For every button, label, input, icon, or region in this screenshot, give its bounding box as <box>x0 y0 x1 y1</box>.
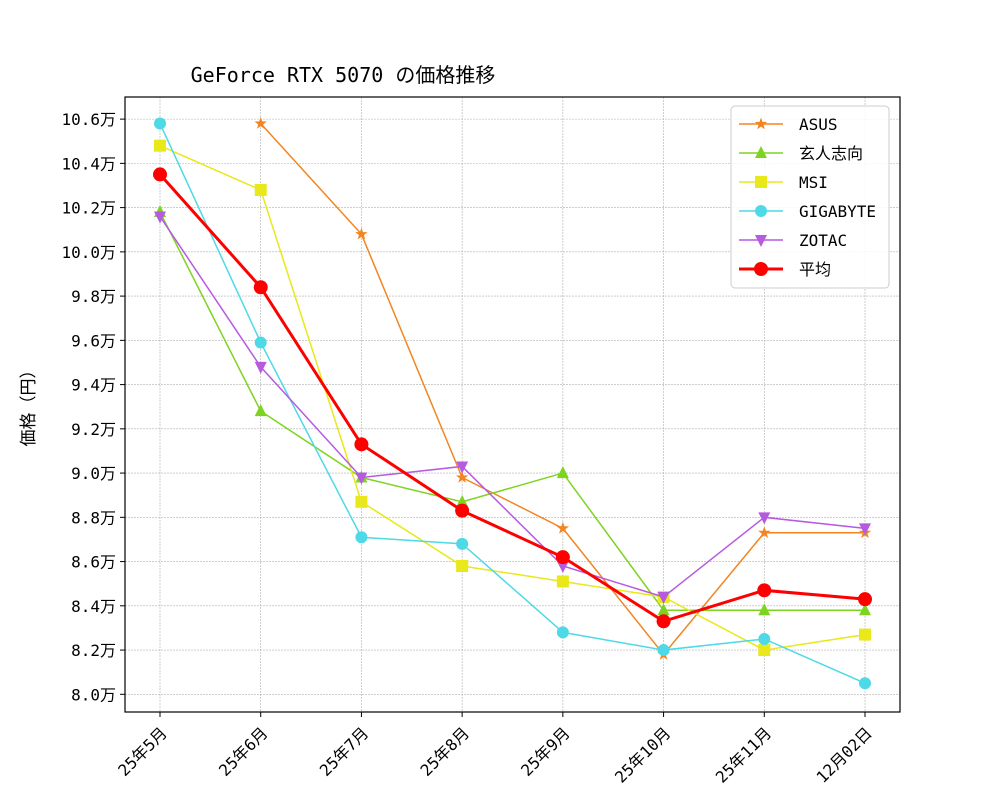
data-point <box>755 205 767 217</box>
y-tick-label: 10.2万 <box>61 199 116 218</box>
data-point <box>456 559 469 572</box>
legend-box <box>730 105 890 289</box>
data-point <box>859 523 871 536</box>
x-tick-label: 12月02日 <box>813 723 876 786</box>
legend-label: 玄人志向 <box>799 144 863 163</box>
x-tick-label: 25年9月 <box>517 723 574 780</box>
y-tick-label: 8.4万 <box>71 597 116 616</box>
data-point <box>355 495 368 508</box>
y-tick-label: 10.4万 <box>61 154 116 173</box>
data-point <box>755 146 767 158</box>
data-point <box>755 235 767 247</box>
data-point <box>859 628 871 641</box>
data-point <box>555 550 570 565</box>
legend-label: 平均 <box>799 260 831 279</box>
data-point <box>254 404 267 417</box>
data-point <box>153 167 167 182</box>
x-tick-label: 25年7月 <box>316 723 373 780</box>
legend-item: MSI <box>739 173 828 192</box>
data-point <box>556 626 569 639</box>
data-point <box>754 262 768 276</box>
x-tick-label: 25年10月 <box>611 723 674 786</box>
data-point <box>254 336 267 349</box>
data-point <box>455 503 470 518</box>
data-point <box>154 117 166 130</box>
plot-frame <box>124 96 901 713</box>
data-point <box>556 575 569 588</box>
data-point <box>456 461 469 474</box>
legend-item: 玄人志向 <box>739 144 863 163</box>
x-tick-label: 25年8月 <box>416 723 473 780</box>
series-line <box>159 211 865 611</box>
data-point <box>456 471 469 483</box>
data-point <box>758 603 771 616</box>
y-tick-label: 9.4万 <box>71 376 116 395</box>
y-tick-label: 8.8万 <box>71 508 116 527</box>
y-tick-label: 10.0万 <box>61 243 116 262</box>
series-lines <box>153 117 872 690</box>
data-point <box>556 560 569 573</box>
legend-item: 平均 <box>739 260 831 279</box>
series-line <box>158 173 866 623</box>
data-point <box>859 677 871 690</box>
y-tick-label: 9.6万 <box>71 331 116 350</box>
legend-item: ASUS <box>739 115 838 134</box>
data-point <box>253 280 268 295</box>
legend-item: GIGABYTE <box>739 202 876 221</box>
legend-label: GIGABYTE <box>799 202 876 221</box>
legend-label: MSI <box>799 173 828 192</box>
data-point <box>354 437 369 452</box>
data-point <box>858 592 872 607</box>
y-tick-label: 8.6万 <box>71 553 116 572</box>
data-point <box>657 603 670 616</box>
data-point <box>254 183 267 196</box>
data-point <box>355 472 368 485</box>
series-line <box>159 216 866 598</box>
x-tick-label: 25年11月 <box>712 723 775 786</box>
data-point <box>758 632 771 645</box>
y-axis-label: 価格（円） <box>19 362 39 447</box>
y-tick-label: 9.0万 <box>71 464 116 483</box>
series-5 <box>153 167 872 629</box>
y-tick-label: 8.2万 <box>71 641 116 660</box>
data-point <box>355 227 368 240</box>
data-point <box>758 644 771 657</box>
data-point <box>456 494 469 507</box>
x-tick-label: 25年5月 <box>114 723 171 780</box>
data-point <box>755 176 767 188</box>
legend-item: ZOTAC <box>739 231 847 250</box>
data-point <box>154 211 166 224</box>
x-tick-label: 25年6月 <box>215 723 272 780</box>
legend-label: ZOTAC <box>799 231 847 250</box>
y-tick-label: 9.8万 <box>71 287 116 306</box>
data-point <box>254 117 267 129</box>
series-4 <box>154 211 871 604</box>
chart-title: GeForce RTX 5070 の価格推移 <box>191 63 496 87</box>
data-point <box>556 466 569 479</box>
y-tick-label: 9.2万 <box>71 420 116 439</box>
legend-label: ASUS <box>799 115 838 134</box>
y-tick-label: 10.6万 <box>61 110 116 129</box>
legend: ASUS 玄人志向 MSI GIGABYTE ZOTAC 平均 <box>730 105 890 289</box>
data-point <box>456 537 469 550</box>
y-tick-label: 8.0万 <box>71 685 116 704</box>
data-point <box>758 526 771 539</box>
data-point <box>757 583 772 598</box>
data-point <box>154 139 166 152</box>
data-point <box>657 591 670 604</box>
data-point <box>254 361 267 374</box>
series-3 <box>154 117 871 690</box>
data-point <box>859 603 871 616</box>
data-point <box>355 531 368 544</box>
series-line <box>159 123 866 684</box>
data-point <box>754 117 768 130</box>
data-point <box>758 512 771 525</box>
data-point <box>556 521 569 534</box>
data-point <box>656 614 671 629</box>
data-point <box>657 644 670 657</box>
